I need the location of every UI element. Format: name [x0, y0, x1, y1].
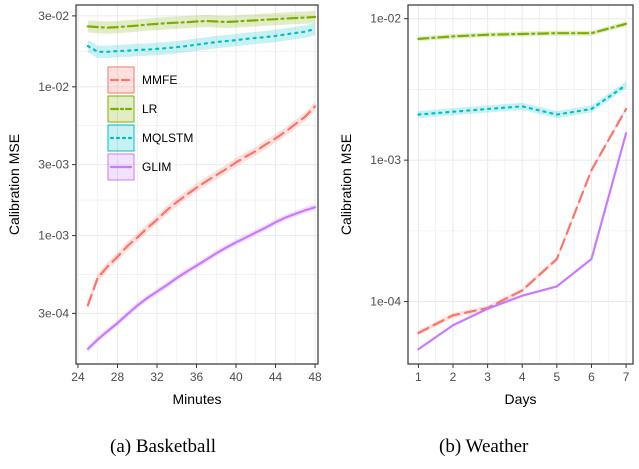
y-tick-label: 1e-04: [370, 295, 401, 309]
legend-label-mqlstm: MQLSTM: [142, 131, 193, 145]
caption-weather: (b) Weather: [439, 436, 529, 457]
legend-label-glim: GLIM: [142, 160, 171, 174]
caption-basketball: (a) Basketball: [110, 436, 217, 457]
y-tick-label: 3e-04: [38, 306, 69, 320]
x-tick-label: 2: [450, 370, 457, 384]
x-tick-label: 24: [71, 370, 85, 384]
y-tick-label: 1e-02: [38, 80, 69, 94]
x-tick-label: 40: [229, 370, 243, 384]
x-tick-label: 44: [269, 370, 283, 384]
band-mqlstm: [418, 81, 627, 119]
series-line-mqlstm: [86, 27, 317, 53]
x-tick-label: 3: [484, 370, 491, 384]
x-axis-title: Days: [505, 391, 537, 407]
y-axis-title: Calibration MSE: [6, 134, 22, 235]
y-tick-label: 1e-03: [38, 229, 69, 243]
x-tick-label: 4: [519, 370, 526, 384]
x-tick-label: 1: [415, 370, 422, 384]
x-tick-label: 5: [554, 370, 561, 384]
legend-item-mmfe: MMFE: [107, 66, 177, 94]
x-tick-label: 48: [308, 370, 322, 384]
panel-border: [407, 4, 634, 365]
legend-label-mmfe: MMFE: [142, 73, 177, 87]
legend-item-lr: LR: [107, 95, 158, 123]
legend: MMFE LR MQLSTM GLIM: [107, 66, 193, 181]
legend-label-lr: LR: [142, 102, 158, 116]
x-axis-title: Minutes: [172, 391, 221, 407]
legend-item-mqlstm: MQLSTM: [107, 124, 193, 152]
chart-panel-2: 1 2 3 4 5 6 7 1e-04 1e-03 1e-02 Days Calibration MS…: [338, 4, 634, 407]
y-tick-label: 1e-02: [370, 12, 401, 26]
band-lr: [418, 21, 627, 42]
series-group: [86, 10, 317, 353]
series-group: [417, 21, 628, 351]
series-line-lr: [417, 22, 628, 40]
plot-area: [408, 5, 633, 364]
band-mmfe: [87, 101, 316, 310]
x-tick-label: 32: [150, 370, 164, 384]
legend-item-glim: GLIM: [107, 153, 171, 181]
figure: 24 28 32 36 40 44 483e-041e-033e-031e-023e-02M…: [6, 4, 634, 407]
x-tick-label: 28: [111, 370, 125, 384]
y-tick-label: 3e-02: [38, 9, 69, 23]
chart-panel-1: 24 28 32 36 40 44 48 3e-04 1e-03 3e-03 1e-02 3e-02 M…: [6, 4, 322, 407]
series-line-glim: [86, 206, 317, 351]
y-tick-label: 1e-03: [370, 153, 401, 167]
x-tick-label: 36: [190, 370, 204, 384]
y-axis-title: Calibration MSE: [338, 134, 354, 235]
series-line-glim: [417, 132, 628, 351]
series-line-mqlstm: [417, 83, 628, 116]
x-tick-label: 7: [623, 370, 630, 384]
x-tick-label: 6: [588, 370, 595, 384]
series-line-mmfe: [86, 105, 317, 307]
series-line-mmfe: [417, 107, 628, 335]
y-tick-label: 3e-03: [38, 158, 69, 172]
series-line-lr: [86, 15, 317, 29]
